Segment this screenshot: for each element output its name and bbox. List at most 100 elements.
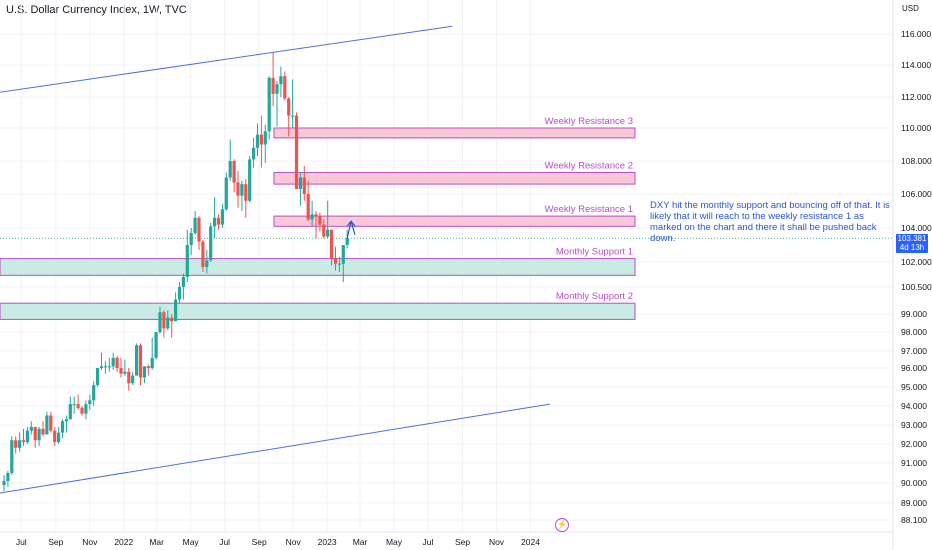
candle-body xyxy=(283,76,287,99)
candle-body xyxy=(213,217,217,227)
candle xyxy=(330,229,334,266)
candle-body xyxy=(267,77,271,132)
candle xyxy=(197,216,201,251)
candle-body xyxy=(181,277,185,287)
candle-body xyxy=(146,366,150,368)
candle-body xyxy=(53,430,57,443)
candle xyxy=(205,250,209,274)
zone-label: Weekly Resistance 3 xyxy=(544,116,633,127)
candle-body xyxy=(185,245,189,277)
time-tick-label: Nov xyxy=(82,537,98,547)
candle-body xyxy=(287,98,291,116)
candle xyxy=(41,421,45,437)
zone-label: Weekly Resistance 2 xyxy=(544,161,633,172)
candle xyxy=(96,368,100,387)
time-tick-label: 2022 xyxy=(114,537,133,547)
candle xyxy=(154,332,158,360)
candle xyxy=(111,352,115,370)
candle-body xyxy=(263,131,267,145)
candle-body xyxy=(135,345,139,376)
candle xyxy=(220,204,224,228)
candle-body xyxy=(201,241,205,267)
candle xyxy=(337,256,341,272)
time-tick-label: Mar xyxy=(149,537,164,547)
time-tick-label: Nov xyxy=(489,537,505,547)
candle xyxy=(76,394,80,410)
candle xyxy=(255,123,260,157)
zones: Weekly Resistance 3 Weekly Resistance 2 We… xyxy=(0,116,636,320)
forecast-arrowhead xyxy=(346,220,356,227)
time-tick-label: Jul xyxy=(219,537,230,547)
candle xyxy=(240,180,244,211)
candle xyxy=(213,197,217,239)
candle xyxy=(123,359,127,376)
candle-body xyxy=(197,217,201,242)
candle-body xyxy=(33,426,37,441)
candle-body xyxy=(333,258,338,264)
zone-label: Monthly Support 1 xyxy=(556,247,633,258)
time-tick-label: Mar xyxy=(353,537,368,547)
candle xyxy=(244,179,248,218)
candle xyxy=(333,246,338,271)
channel-line xyxy=(0,403,551,494)
candle-body xyxy=(29,426,33,431)
candle xyxy=(92,381,96,406)
candle-body xyxy=(2,481,6,485)
last-price: 103.381 xyxy=(897,234,927,243)
price-tick-label: 93.000 xyxy=(901,420,927,430)
time-tick-label: May xyxy=(183,537,200,547)
lightning-icon[interactable]: ⚡ xyxy=(555,518,569,532)
currency-label: USD xyxy=(902,4,919,13)
candle-body xyxy=(330,229,334,259)
candle xyxy=(318,212,322,232)
candle xyxy=(45,411,49,435)
candle xyxy=(150,337,154,370)
candle-body xyxy=(96,368,100,386)
candle-body xyxy=(41,428,45,435)
candle xyxy=(322,219,326,239)
candle xyxy=(232,159,236,193)
candle xyxy=(341,245,345,282)
price-tick-label: 88.100 xyxy=(901,515,927,525)
candle-body xyxy=(6,473,10,481)
candle xyxy=(88,394,92,410)
candle xyxy=(131,371,135,386)
candle xyxy=(267,76,271,140)
candle-body xyxy=(60,421,65,433)
candle xyxy=(189,228,193,256)
candle-body xyxy=(111,357,115,367)
candle-body xyxy=(45,415,49,435)
candle-body xyxy=(80,407,84,414)
candle-body xyxy=(49,415,53,431)
time-tick-label: May xyxy=(386,537,403,547)
candle xyxy=(345,229,349,249)
candle-body xyxy=(310,214,314,220)
candle xyxy=(306,180,310,222)
candle-body xyxy=(209,226,213,261)
candle-body xyxy=(142,366,146,378)
candle-body xyxy=(240,184,244,196)
zone-box xyxy=(0,258,636,276)
candle-body xyxy=(220,209,224,225)
candle xyxy=(271,52,275,107)
candle xyxy=(193,211,197,235)
candle-body xyxy=(103,366,107,368)
candle xyxy=(259,115,263,168)
time-tick-label: Sep xyxy=(252,537,267,547)
candle-body xyxy=(170,317,174,322)
candle xyxy=(29,421,33,435)
candle-body xyxy=(279,76,283,85)
time-tick-label: 2023 xyxy=(318,537,337,547)
candle-body xyxy=(298,177,302,190)
candle-body xyxy=(25,430,29,443)
candle xyxy=(302,165,306,201)
price-tick-label: 97.000 xyxy=(901,346,927,356)
zone-box xyxy=(273,215,636,227)
candle xyxy=(224,172,228,211)
price-tick-label: 112.000 xyxy=(901,92,931,102)
time-axis: Jul Sep Nov 2022 Mar May Jul Sep Nov 2023 Mar May Ju… xyxy=(0,531,893,547)
candle xyxy=(119,357,123,378)
candle xyxy=(314,211,318,239)
candle xyxy=(138,343,143,386)
